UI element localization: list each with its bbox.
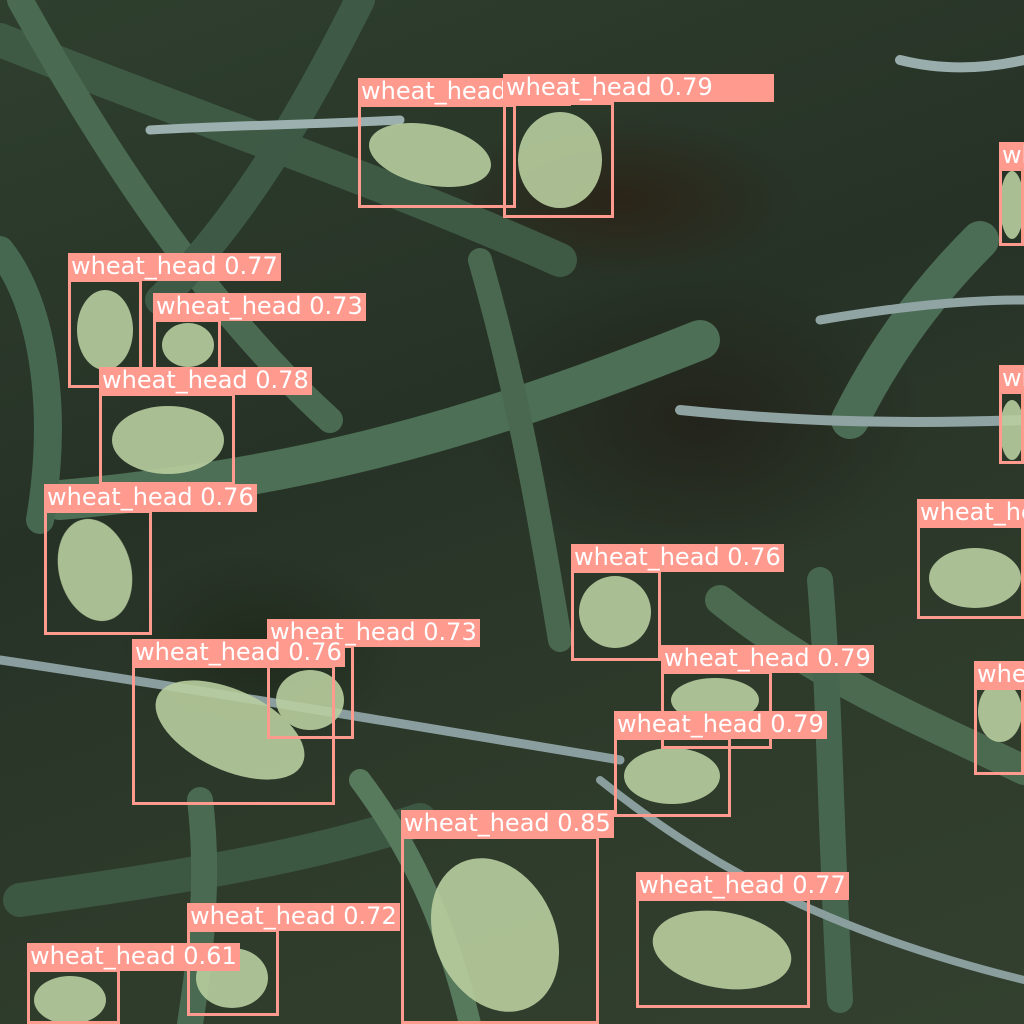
detection-label: wheat_head	[999, 365, 1024, 393]
detection-box	[999, 391, 1024, 464]
detection-box	[27, 969, 120, 1024]
detection-label: wheat_head 0.85	[401, 810, 614, 838]
detection-label: wheat_head 0.79	[503, 74, 774, 102]
detection-label: wheat_head 0.73	[153, 293, 366, 321]
detection-box	[132, 665, 335, 805]
detection-box	[44, 510, 152, 635]
detection-box	[614, 737, 731, 817]
detection-label: wheat_head 0.79	[614, 711, 827, 739]
detection-label: wheat_head	[999, 142, 1024, 170]
detection-label: wheat_head	[974, 661, 1024, 689]
detection-box	[153, 319, 221, 371]
detection-label: wheat_head 0.77	[636, 872, 849, 900]
detection-box	[401, 836, 599, 1024]
detection-box	[571, 570, 661, 661]
detection-label: wheat_head 0.76	[132, 639, 345, 667]
detection-label: wheat_head 0.76	[44, 484, 257, 512]
detection-label: wheat_head 0.72	[187, 903, 400, 931]
detection-label: wheat_head 0.78	[99, 367, 312, 395]
detection-label: wheat_head 0.61	[27, 943, 240, 971]
detection-box	[974, 687, 1024, 775]
detection-box	[99, 393, 235, 485]
detection-box	[999, 168, 1024, 246]
detection-box	[636, 898, 810, 1008]
detection-box	[503, 102, 614, 218]
detection-label: wheat_head	[917, 499, 1024, 527]
detection-label: wheat_head 0.77	[68, 253, 281, 281]
detection-label: wheat_head 0.79	[661, 645, 874, 673]
detection-label: wheat_head 0.76	[571, 544, 784, 572]
detection-box	[358, 104, 516, 208]
detection-box	[917, 525, 1024, 619]
